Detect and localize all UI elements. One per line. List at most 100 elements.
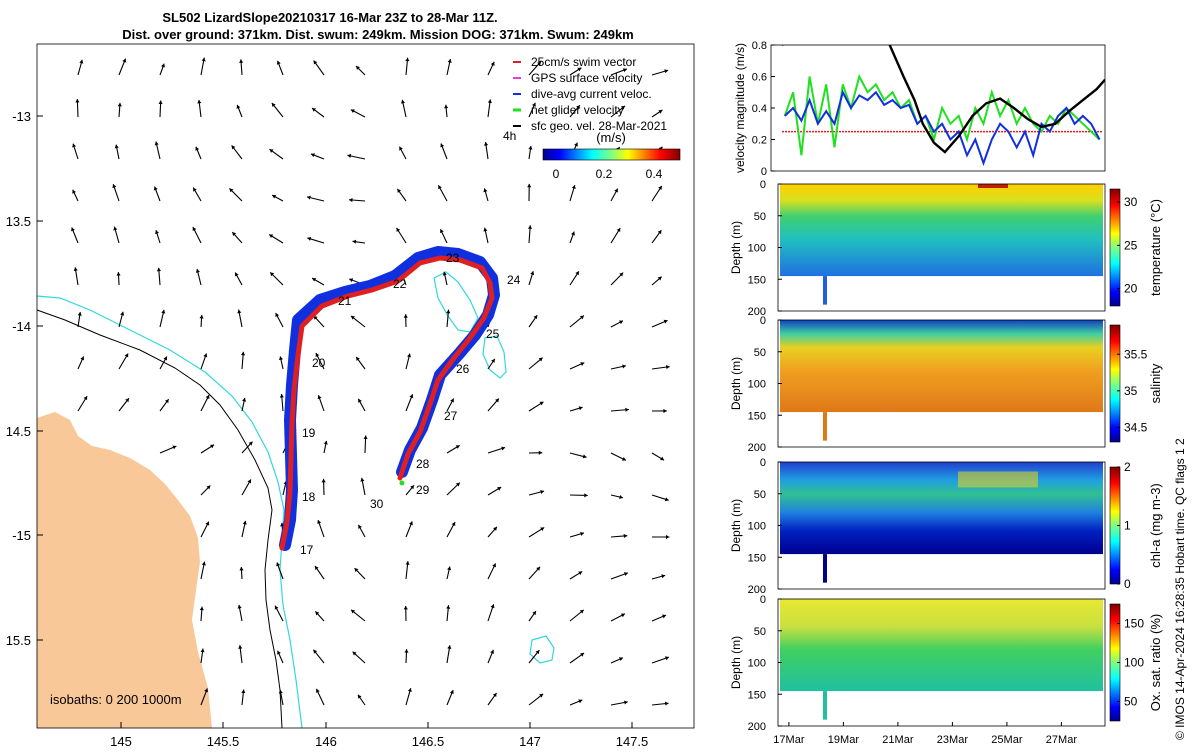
colorbar-label: temperature (°C) — [1148, 199, 1163, 296]
track-end-marker — [400, 481, 405, 486]
colorbar-tick-label: 20 — [1124, 282, 1138, 296]
day-label-17: 17 — [300, 543, 314, 557]
map-xtick-label: 146.5 — [412, 734, 445, 749]
colorbar-tick-label: 150 — [1124, 617, 1144, 631]
date-tick-label: 19Mar — [828, 734, 860, 746]
date-tick-label: 23Mar — [937, 734, 969, 746]
colorbar-tick-label: 1 — [1124, 519, 1131, 533]
section-ytick-label: 200 — [748, 442, 766, 454]
map-xtick-label: 145 — [110, 734, 132, 749]
day-label-28: 28 — [416, 457, 430, 471]
section-ytick-label: 150 — [748, 689, 766, 701]
isobath-label: isobaths: 0 200 1000m — [50, 692, 182, 707]
section-data-fill — [780, 599, 1103, 691]
section-ytick-label: 50 — [754, 489, 766, 501]
section-ytick-label: 0 — [760, 457, 766, 469]
map-xtick-label: 147 — [519, 734, 541, 749]
section-chl-max — [958, 472, 1038, 488]
day-label-25: 25 — [486, 327, 500, 341]
section-colorbar — [1110, 325, 1120, 442]
colorbar-tick-label: 100 — [1124, 656, 1144, 670]
colorbar-label: chl-a (mg m-3) — [1148, 483, 1163, 568]
section-ytick-label: 200 — [748, 721, 766, 733]
colorbar-tick-label: 35.5 — [1124, 347, 1148, 361]
section-deep-profile — [823, 554, 827, 583]
map-colorbar — [543, 149, 680, 160]
section-data-fill — [780, 462, 1103, 554]
colorbar-tick-label: 25 — [1124, 238, 1138, 252]
section-ytick-label: 0 — [760, 594, 766, 606]
map-xtick-label: 146 — [315, 734, 337, 749]
day-label-18: 18 — [302, 490, 316, 504]
day-label-21: 21 — [338, 294, 352, 308]
map-ytick-label: 14.5 — [6, 424, 31, 439]
velocity-ylabel: velocity magnitude (m/s) — [733, 43, 747, 173]
day-label-22: 22 — [393, 277, 407, 291]
day-label-29: 29 — [416, 483, 430, 497]
colorbar-tick-label: 0 — [1124, 577, 1131, 591]
map-colorbar-tick-1: 0.2 — [596, 167, 613, 181]
colorbar-label: salinity — [1148, 363, 1163, 403]
section-panel-4: 0 50 100 150 200 Depth (m) 50 100 150 Ox. sat. ra… — [729, 594, 1163, 733]
day-label-23: 23 — [446, 251, 460, 265]
date-tick-label: 21Mar — [882, 734, 914, 746]
day-label-20: 20 — [312, 356, 326, 370]
section-warm-patch — [978, 184, 1008, 188]
section-data-fill — [780, 184, 1103, 276]
legend-label-swim: 25cm/s swim vector — [531, 55, 636, 69]
colorbar-tick-label: 50 — [1124, 695, 1138, 709]
colorbar-tick-label: 2 — [1124, 460, 1131, 474]
map-xtick-label: 145.5 — [207, 734, 240, 749]
section-ytick-label: 150 — [748, 410, 766, 422]
map-ytick-label: -15 — [12, 528, 31, 543]
section-ytick-label: 100 — [748, 658, 766, 670]
section-ylabel: Depth (m) — [729, 636, 743, 689]
section-deep-profile — [823, 276, 827, 305]
section-ytick-label: 150 — [748, 274, 766, 286]
section-ytick-label: 0 — [760, 179, 766, 191]
date-tick-label: 25Mar — [991, 734, 1023, 746]
colorbar-label: Ox. sat. ratio (%) — [1148, 614, 1163, 712]
colorbar-tick-label: 34.5 — [1124, 420, 1148, 434]
velocity-ytick-label: 0 — [761, 166, 767, 178]
map-colorbar-tick-2: 0.4 — [646, 167, 663, 181]
section-deep-profile — [823, 412, 827, 441]
day-label-19: 19 — [302, 426, 316, 440]
section-ytick-label: 50 — [754, 347, 766, 359]
section-ylabel: Depth (m) — [729, 357, 743, 410]
credit-text: © IMOS 14-Apr-2024 16:28:35 Hobart time.… — [1173, 438, 1187, 740]
section-ytick-label: 100 — [748, 243, 766, 255]
legend-label-sfc-geo: sfc geo. vel. 28-Mar-2021 — [531, 119, 667, 133]
date-tick-label: 27Mar — [1046, 734, 1078, 746]
title-line2: Dist. over ground: 371km. Dist. swum: 24… — [122, 27, 634, 42]
date-tick-label: 17Mar — [773, 734, 805, 746]
section-ytick-label: 50 — [754, 626, 766, 638]
section-ytick-label: 0 — [760, 315, 766, 327]
section-ytick-label: 100 — [748, 521, 766, 533]
velocity-ytick-label: 0.4 — [752, 103, 767, 115]
day-label-27: 27 — [444, 409, 458, 423]
legend-label-current: dive-avg current veloc. — [531, 87, 652, 101]
legend-label-net: net glider velocity — [531, 103, 624, 117]
vector-scale-label: 4h — [503, 129, 516, 143]
section-deep-profile — [823, 691, 827, 720]
velocity-panel: 00.20.40.60.8 velocity magnitude (m/s) — [733, 6, 1105, 178]
day-label-26: 26 — [456, 362, 470, 376]
section-ytick-label: 50 — [754, 211, 766, 223]
map-xtick-label: 147.5 — [616, 734, 649, 749]
map-ytick-label: -13 — [12, 109, 31, 124]
section-ylabel: Depth (m) — [729, 221, 743, 274]
map-colorbar-tick-0: 0 — [553, 167, 560, 181]
section-data-fill — [780, 320, 1103, 412]
legend-label-gps: GPS surface velocity — [531, 71, 642, 85]
day-label-30: 30 — [370, 497, 384, 511]
title-line1: SL502 LizardSlope20210317 16-Mar 23Z to … — [162, 10, 497, 25]
section-ytick-label: 150 — [748, 552, 766, 564]
map-ytick-label: -14 — [12, 319, 31, 334]
colorbar-tick-label: 35 — [1124, 384, 1138, 398]
